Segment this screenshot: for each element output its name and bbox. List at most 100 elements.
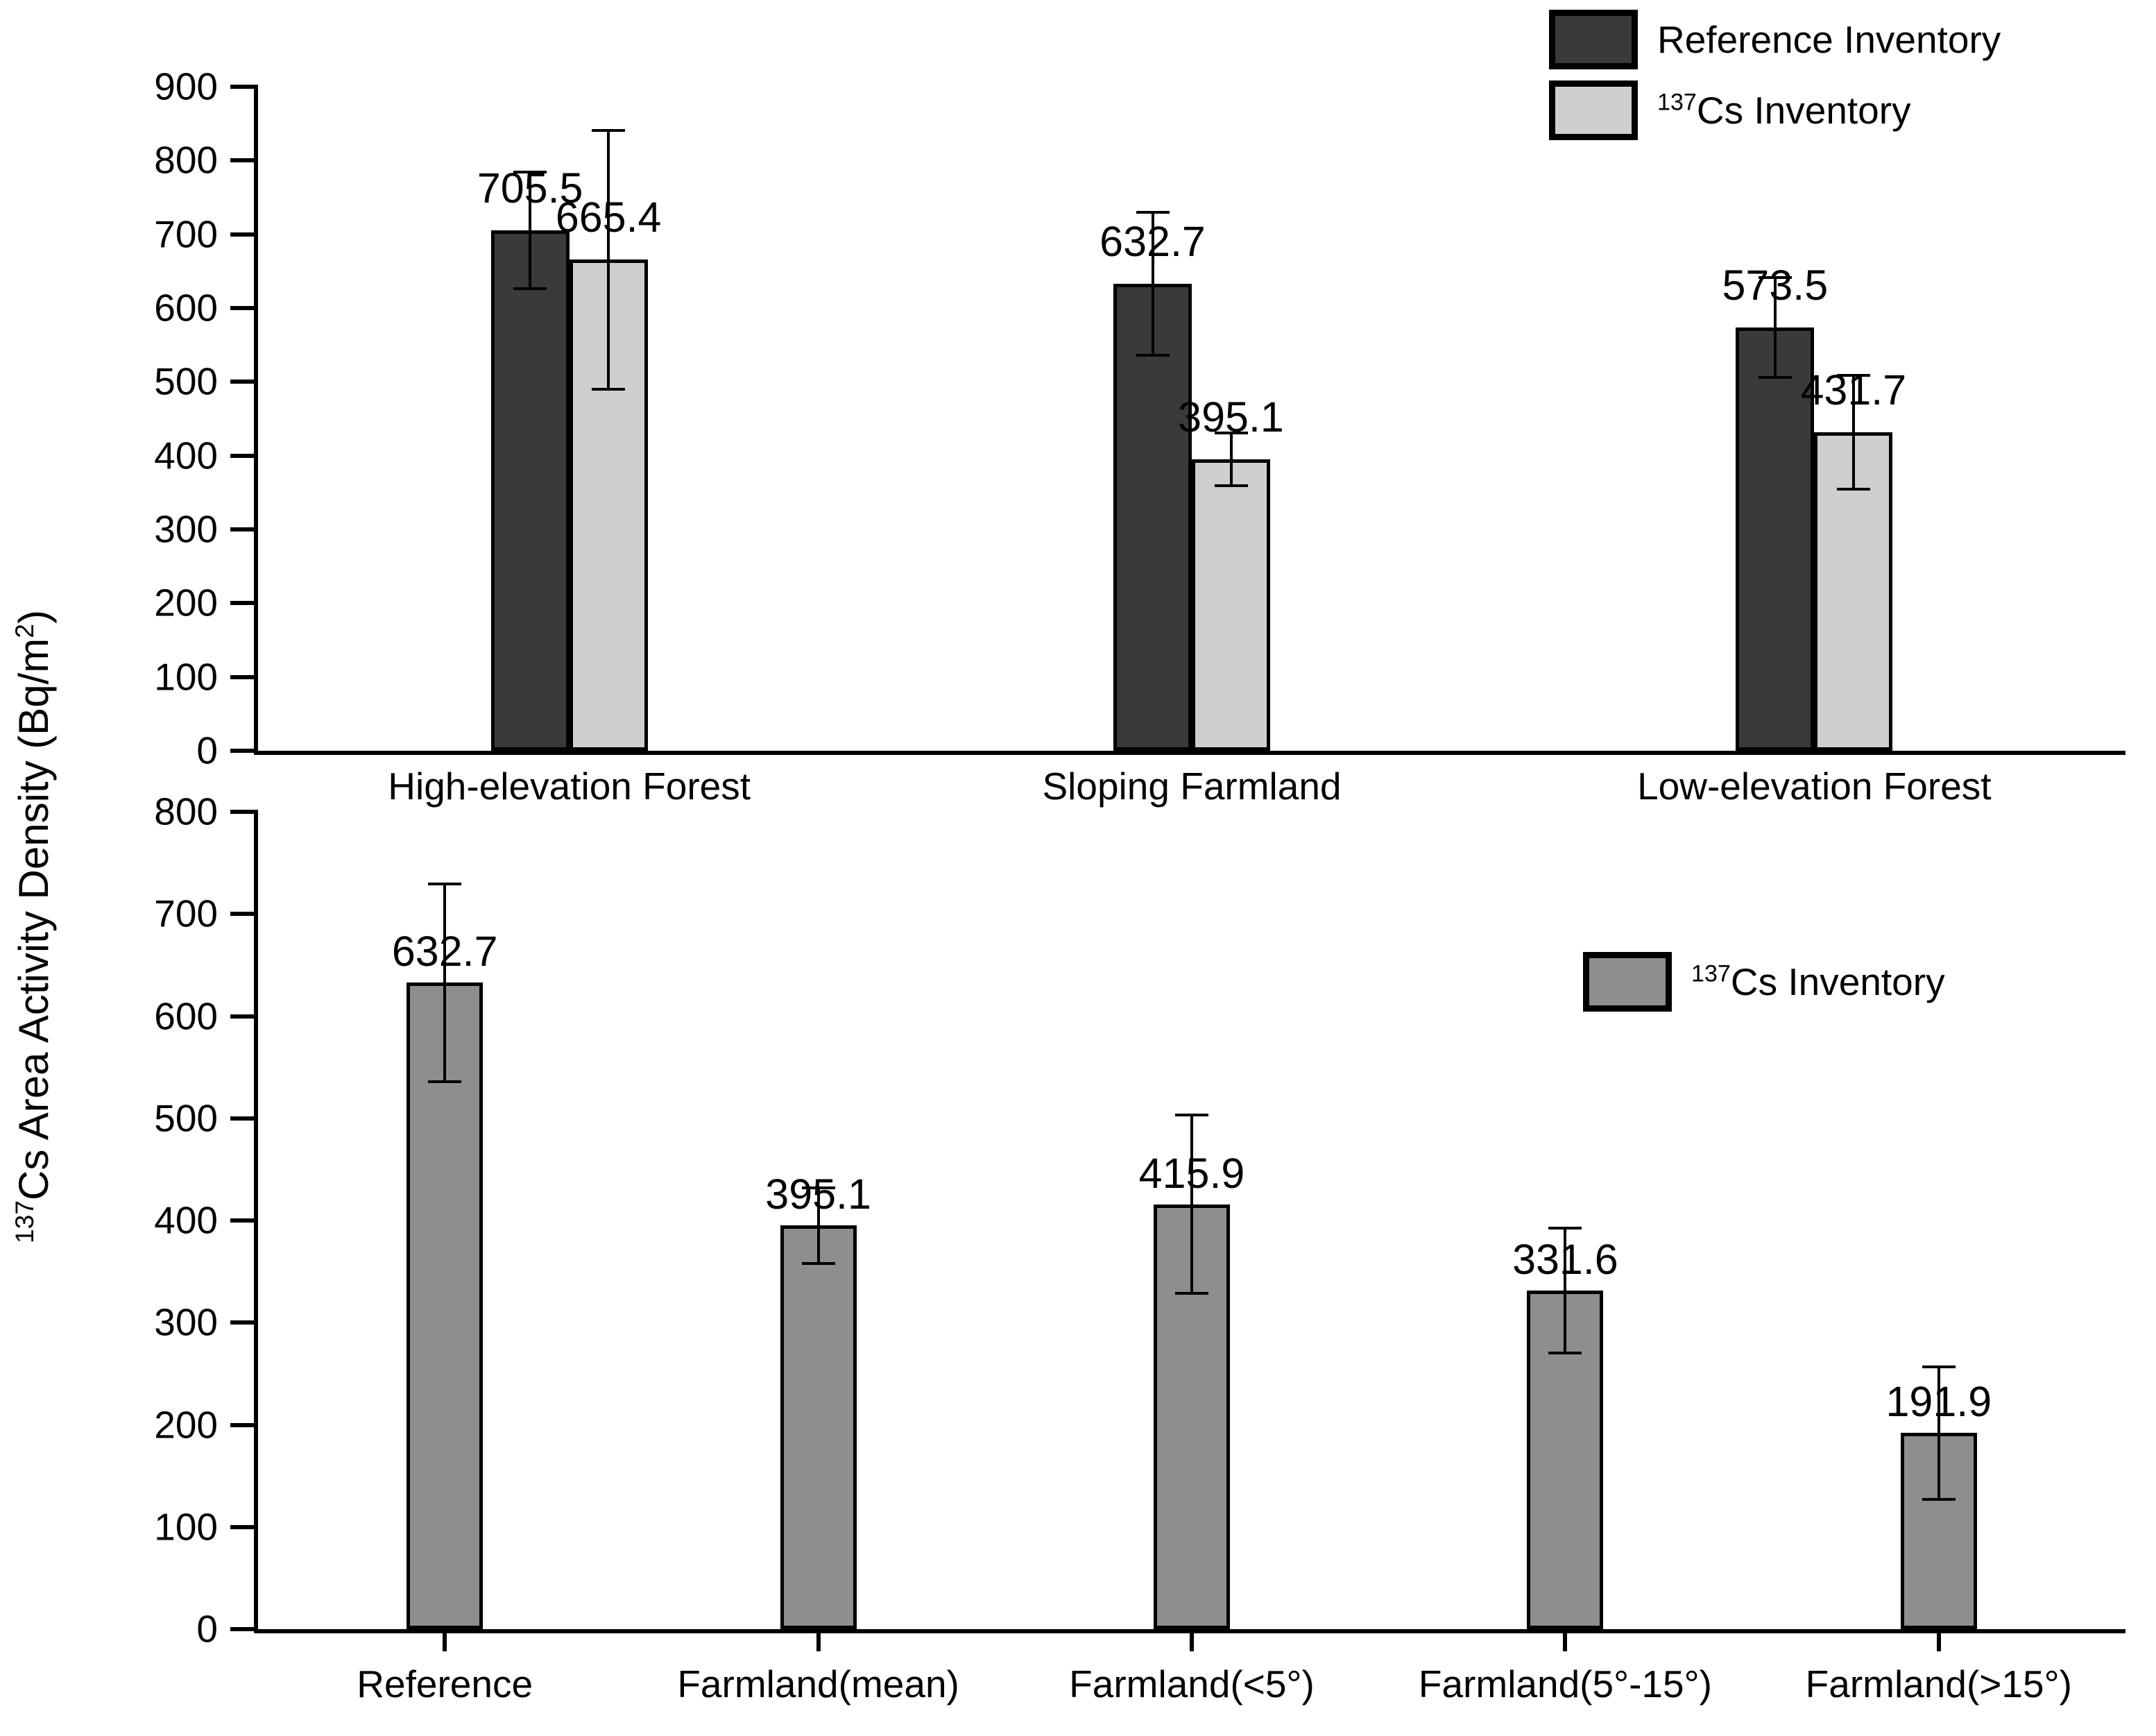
value-label: 705.5 xyxy=(477,164,583,212)
y-tick-label: 800 xyxy=(154,138,218,182)
legend-label-superscript: 137 xyxy=(1657,89,1697,116)
error-cap-bottom xyxy=(1548,1351,1582,1354)
legend-label: Reference Inventory xyxy=(1657,17,2001,61)
top-chart-plot-area: 0 100 200 300 400 500 600 700 800 900 High-elevati… xyxy=(154,67,2125,806)
y-tick xyxy=(230,1320,258,1325)
error-bar xyxy=(1229,432,1233,486)
error-bar xyxy=(1851,375,1855,489)
error-cap-top xyxy=(1175,1114,1208,1117)
error-cap-bottom xyxy=(1836,487,1870,491)
x-tick-label: Reference xyxy=(357,1662,533,1705)
y-axis-title-text: Cs Area Activity Density (Bq/m xyxy=(10,638,57,1200)
error-cap-top xyxy=(1836,374,1870,377)
x-tick-label: Low-elevation Forest xyxy=(1637,765,1992,808)
bar xyxy=(1814,432,1893,751)
bar xyxy=(1736,327,1815,751)
error-bar xyxy=(607,130,610,389)
legend-swatch xyxy=(1549,80,1638,140)
y-tick-label: 300 xyxy=(154,1300,218,1344)
y-tick xyxy=(230,749,258,753)
y-axis-title: 137Cs Area Activity Density (Bq/m2) xyxy=(10,610,57,1243)
top-chart-legend: Reference Inventory 137Cs Inventory xyxy=(1549,10,2001,140)
legend-swatch xyxy=(1549,10,1638,69)
value-label: 395.1 xyxy=(765,1171,871,1218)
error-cap-bottom xyxy=(592,387,626,391)
value-label: 573.5 xyxy=(1722,262,1829,309)
error-cap-top xyxy=(513,170,547,173)
y-tick-label: 600 xyxy=(154,994,218,1037)
y-tick-label: 400 xyxy=(154,1198,218,1242)
error-cap-bottom xyxy=(1175,1291,1208,1295)
legend-label: 137Cs Inventory xyxy=(1657,88,1911,132)
y-tick xyxy=(230,453,258,458)
y-tick-label: 400 xyxy=(154,434,218,477)
error-bar xyxy=(443,883,447,1082)
x-tick xyxy=(816,1629,821,1651)
error-cap-top xyxy=(801,1186,835,1189)
value-label: 415.9 xyxy=(1138,1149,1245,1197)
y-tick xyxy=(230,810,258,814)
y-axis-title-exponent: 2 xyxy=(10,624,39,638)
y-tick-label: 100 xyxy=(154,1505,218,1549)
x-tick xyxy=(1190,1629,1194,1651)
y-tick-label: 200 xyxy=(154,1403,218,1446)
bar xyxy=(1192,459,1270,751)
error-bar xyxy=(1773,277,1777,378)
y-tick xyxy=(230,601,258,606)
y-tick-label: 900 xyxy=(154,65,218,108)
x-tick-label: Farmland(>15°) xyxy=(1805,1662,2072,1705)
bar xyxy=(407,982,484,1629)
value-label: 395.1 xyxy=(1178,393,1284,441)
error-cap-bottom xyxy=(801,1261,835,1265)
error-bar xyxy=(816,1187,820,1263)
error-cap-top xyxy=(1214,431,1248,434)
value-label: 632.7 xyxy=(391,928,498,976)
x-tick-label: Sloping Farmland xyxy=(1042,765,1342,808)
x-tick-label: Farmland(5°-15°) xyxy=(1418,1662,1712,1705)
y-tick xyxy=(230,380,258,384)
y-tick-label: 0 xyxy=(196,729,218,772)
y-tick xyxy=(230,1218,258,1223)
y-tick-label: 200 xyxy=(154,581,218,624)
y-tick-label: 500 xyxy=(154,1096,218,1140)
y-tick xyxy=(230,232,258,237)
legend-entry: 137Cs Inventory xyxy=(1549,80,2001,140)
y-tick xyxy=(230,1116,258,1121)
y-tick-label: 600 xyxy=(154,286,218,330)
y-tick xyxy=(230,1014,258,1019)
y-tick xyxy=(230,1524,258,1529)
legend-entry: 137Cs Inventory xyxy=(1583,952,1945,1012)
y-tick xyxy=(230,306,258,310)
error-bar xyxy=(529,171,532,289)
x-tick-label: Farmland(mean) xyxy=(677,1662,959,1705)
x-tick xyxy=(1563,1629,1568,1651)
y-tick xyxy=(230,85,258,89)
x-tick xyxy=(443,1629,447,1651)
value-label: 191.9 xyxy=(1885,1378,1992,1426)
y-tick-label: 0 xyxy=(196,1607,218,1651)
error-cap-top xyxy=(428,882,462,885)
error-cap-top xyxy=(1758,275,1792,279)
y-tick xyxy=(230,1422,258,1427)
x-tick xyxy=(1936,1629,1941,1651)
error-cap-top xyxy=(1136,211,1170,214)
y-tick-label: 700 xyxy=(154,212,218,256)
error-bar xyxy=(1151,212,1154,356)
y-tick-label: 700 xyxy=(154,892,218,935)
y-tick xyxy=(230,1627,258,1631)
value-label: 331.6 xyxy=(1512,1235,1618,1283)
value-label: 431.7 xyxy=(1800,366,1907,414)
error-bar xyxy=(1564,1227,1567,1353)
error-cap-bottom xyxy=(1136,354,1170,357)
y-tick xyxy=(230,527,258,531)
error-cap-bottom xyxy=(1758,376,1792,380)
y-tick-label: 100 xyxy=(154,655,218,699)
legend-label: 137Cs Inventory xyxy=(1691,960,1945,1003)
error-bar xyxy=(1937,1366,1940,1500)
y-tick-label: 800 xyxy=(154,790,218,833)
x-tick-label: Farmland(<5°) xyxy=(1069,1662,1315,1705)
error-cap-top xyxy=(1548,1226,1582,1229)
y-tick-label: 300 xyxy=(154,507,218,551)
value-label: 632.7 xyxy=(1100,218,1206,266)
error-cap-bottom xyxy=(1214,484,1248,488)
